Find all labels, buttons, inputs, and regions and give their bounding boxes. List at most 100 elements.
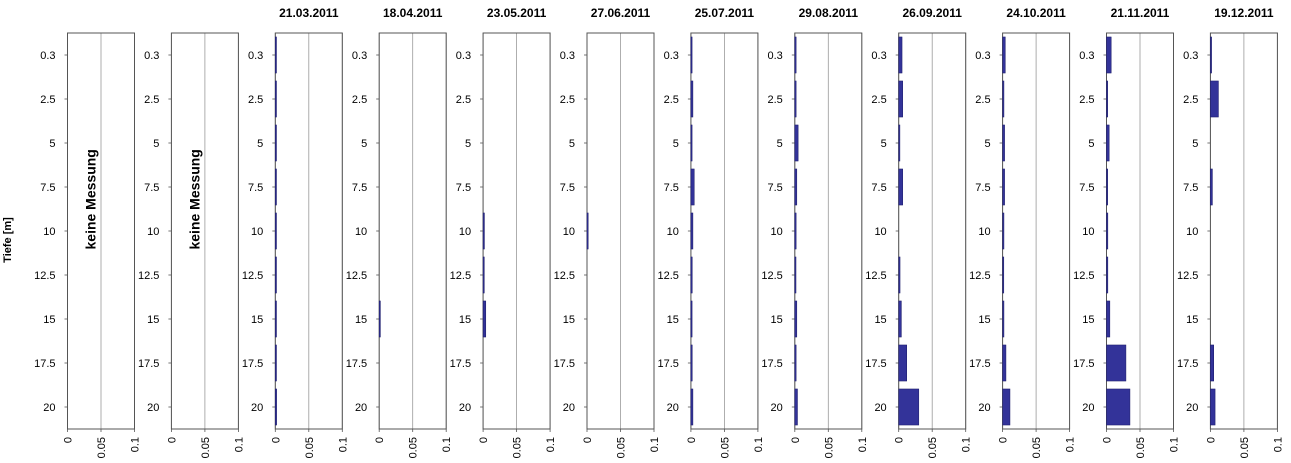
bar	[1002, 168, 1005, 206]
bar	[898, 80, 903, 118]
bar	[1210, 388, 1216, 426]
depth-tick-label: 0.3	[975, 50, 990, 62]
depth-tick-label: 12.5	[138, 270, 159, 282]
no-measurement-note: keine Messung	[83, 149, 99, 249]
depth-tick-label: 2.5	[871, 94, 886, 106]
depth-tick-label: 0.3	[40, 50, 55, 62]
bar	[1106, 36, 1112, 74]
bar	[898, 256, 901, 294]
depth-tick-label: 12.5	[1177, 270, 1198, 282]
bar	[1210, 344, 1215, 382]
x-tick-label: 0.1	[233, 437, 245, 452]
depth-tick-label: 10	[667, 226, 679, 238]
depth-tick-label: 10	[563, 226, 575, 238]
bar	[690, 168, 695, 206]
depth-tick-label: 0.3	[352, 50, 367, 62]
bar	[1106, 256, 1109, 294]
depth-tick-label: 17.5	[242, 358, 263, 370]
panel-title: 19.12.2011	[1214, 6, 1274, 20]
depth-tick-label: 5	[465, 138, 471, 150]
bar	[794, 256, 797, 294]
bar	[275, 80, 277, 118]
x-tick-label: 0.05	[1239, 437, 1251, 458]
depth-tick-label: 12.5	[346, 270, 367, 282]
depth-tick-label: 12.5	[1073, 270, 1094, 282]
panel-title: 18.04.2011	[383, 6, 443, 20]
x-tick-label: 0.05	[1031, 437, 1043, 458]
bar	[898, 344, 907, 382]
x-tick-label: 0.05	[823, 437, 835, 458]
depth-tick-label: 12.5	[969, 270, 990, 282]
depth-tick-label: 20	[355, 402, 367, 414]
x-tick-label: 0.1	[1065, 437, 1077, 452]
depth-tick-label: 0.3	[768, 50, 783, 62]
depth-tick-label: 2.5	[456, 94, 471, 106]
depth-tick-label: 20	[874, 402, 886, 414]
bar	[275, 256, 277, 294]
depth-tick-label: 20	[147, 402, 159, 414]
x-tick-label: 0	[894, 437, 906, 443]
panel-title: 29.08.2011	[799, 6, 859, 20]
panel-title: 21.03.2011	[279, 6, 339, 20]
bar	[898, 168, 903, 206]
depth-tick-label: 7.5	[352, 182, 367, 194]
bar	[1002, 300, 1005, 338]
x-tick-label: 0.1	[130, 437, 142, 452]
no-measurement-note: keine Messung	[186, 149, 202, 249]
depth-tick-label: 2.5	[1183, 94, 1198, 106]
depth-tick-label: 2.5	[664, 94, 679, 106]
bar	[1106, 124, 1110, 162]
depth-tick-label: 0.3	[456, 50, 471, 62]
bar	[690, 212, 694, 250]
depth-tick-label: 5	[1088, 138, 1094, 150]
bar	[898, 124, 901, 162]
bar	[586, 212, 589, 250]
panel-title: 24.10.2011	[1006, 6, 1066, 20]
depth-tick-label: 0.3	[248, 50, 263, 62]
bar	[898, 300, 902, 338]
depth-tick-label: 17.5	[138, 358, 159, 370]
x-tick-label: 0	[686, 437, 698, 443]
depth-tick-label: 17.5	[969, 358, 990, 370]
depth-tick-label: 5	[361, 138, 367, 150]
bar	[1106, 212, 1109, 250]
depth-tick-label: 7.5	[664, 182, 679, 194]
x-tick-label: 0	[63, 437, 75, 443]
bar	[482, 212, 485, 250]
depth-tick-label: 15	[355, 314, 367, 326]
depth-tick-label: 10	[43, 226, 55, 238]
bar	[690, 344, 693, 382]
x-tick-label: 0.1	[1272, 437, 1284, 452]
bar	[482, 300, 487, 338]
depth-tick-label: 5	[673, 138, 679, 150]
x-tick-label: 0.05	[616, 437, 628, 458]
depth-tick-label: 17.5	[554, 358, 575, 370]
bar	[794, 124, 799, 162]
bar	[1106, 168, 1108, 206]
x-tick-label: 0.1	[1169, 437, 1181, 452]
depth-tick-label: 20	[459, 402, 471, 414]
bar	[275, 212, 277, 250]
depth-tick-label: 5	[257, 138, 263, 150]
bar	[1002, 256, 1005, 294]
bar	[1002, 36, 1006, 74]
bar	[690, 300, 693, 338]
bar	[275, 300, 277, 338]
bar	[1002, 80, 1005, 118]
x-tick-label: 0	[270, 437, 282, 443]
bar	[690, 124, 693, 162]
depth-tick-label: 10	[459, 226, 471, 238]
bar	[690, 388, 694, 426]
bar	[1106, 388, 1131, 426]
depth-tick-label: 2.5	[975, 94, 990, 106]
x-tick-label: 0	[1102, 437, 1114, 443]
x-tick-label: 0	[998, 437, 1010, 443]
depth-tick-label: 12.5	[450, 270, 471, 282]
depth-tick-label: 20	[1186, 402, 1198, 414]
depth-tick-label: 2.5	[560, 94, 575, 106]
depth-tick-label: 0.3	[664, 50, 679, 62]
depth-tick-label: 15	[1082, 314, 1094, 326]
depth-tick-label: 12.5	[657, 270, 678, 282]
depth-tick-label: 5	[881, 138, 887, 150]
